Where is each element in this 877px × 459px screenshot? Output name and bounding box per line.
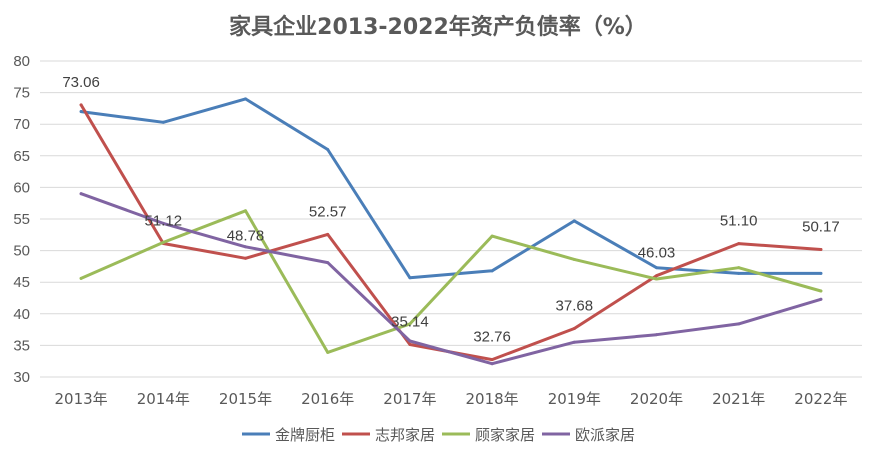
data-point — [819, 297, 823, 301]
legend-label: 顾家家居 — [475, 426, 535, 444]
data-point — [737, 266, 741, 270]
x-tick-label: 2013年 — [55, 390, 108, 408]
y-tick-label: 45 — [13, 274, 30, 291]
data-point — [572, 326, 576, 330]
x-tick-label: 2021年 — [712, 390, 765, 408]
data-point — [572, 257, 576, 261]
y-tick-label: 35 — [13, 337, 30, 354]
data-point — [490, 234, 494, 238]
data-label: 48.78 — [227, 227, 265, 244]
data-point — [326, 350, 330, 354]
y-tick-label: 80 — [13, 53, 30, 70]
data-label: 37.68 — [556, 297, 594, 314]
series-line-顾家家居 — [79, 209, 823, 354]
data-point — [819, 248, 823, 252]
y-tick-label: 50 — [13, 243, 30, 260]
data-point — [655, 274, 658, 278]
data-point — [408, 343, 412, 347]
data-point — [326, 147, 330, 151]
data-label: 52.57 — [309, 203, 347, 220]
y-tick-label: 65 — [13, 148, 30, 165]
data-point — [161, 240, 165, 244]
data-point — [244, 245, 247, 249]
data-labels: 73.06 51.12 48.78 52.57 35.14 32.76 37.68 46.03… — [62, 74, 839, 346]
data-label: 46.03 — [638, 245, 676, 262]
y-tick-label: 60 — [13, 179, 30, 196]
data-point — [655, 333, 658, 337]
data-point — [655, 277, 658, 281]
x-tick-label: 2018年 — [466, 390, 519, 408]
data-point — [737, 322, 741, 326]
x-tick-label: 2022年 — [794, 390, 847, 408]
x-tick-label: 2020年 — [630, 390, 683, 408]
data-point — [490, 362, 494, 366]
y-tick-label: 55 — [13, 211, 30, 228]
data-point — [490, 358, 494, 362]
x-tick-label: 2014年 — [137, 390, 190, 408]
chart-title: 家具企业2013-2022年资产负债率（%） — [229, 14, 647, 40]
data-point — [490, 269, 494, 273]
data-point — [408, 339, 412, 343]
series-line-欧派家居 — [79, 192, 823, 366]
data-point — [244, 256, 247, 260]
data-point — [326, 261, 330, 265]
data-point — [737, 271, 741, 275]
data-point — [326, 232, 330, 236]
data-point — [408, 322, 412, 326]
x-tick-label: 2019年 — [548, 390, 601, 408]
x-tick-label: 2016年 — [301, 390, 354, 408]
data-point — [161, 221, 165, 225]
data-point — [79, 276, 83, 280]
data-point — [819, 271, 823, 275]
data-point — [79, 192, 83, 196]
data-label: 32.76 — [473, 329, 511, 346]
y-axis-ticks: 30 35 40 45 50 55 60 65 70 75 80 — [13, 53, 30, 386]
x-axis-ticks: 2013年 2014年 2015年 2016年 2017年 2018年 2019年 2020年… — [55, 390, 848, 408]
y-tick-label: 40 — [13, 306, 30, 323]
series-lines — [79, 97, 823, 366]
data-point — [655, 266, 658, 270]
data-label: 35.14 — [391, 314, 429, 331]
legend-label: 志邦家居 — [375, 426, 435, 444]
data-point — [737, 242, 741, 246]
y-tick-label: 70 — [13, 116, 30, 133]
legend: 金牌厨柜 志邦家居 顾家家居 欧派家居 — [242, 426, 635, 444]
data-point — [572, 219, 576, 223]
data-label: 51.12 — [145, 213, 183, 230]
data-point — [408, 276, 412, 280]
legend-label: 欧派家居 — [575, 426, 635, 444]
data-point — [79, 110, 83, 114]
data-point — [572, 340, 576, 344]
data-label: 50.17 — [802, 219, 840, 236]
y-tick-label: 75 — [13, 85, 30, 102]
y-tick-label: 30 — [13, 369, 30, 386]
data-point — [244, 97, 247, 101]
data-point — [79, 103, 83, 107]
legend-label: 金牌厨柜 — [275, 426, 335, 444]
x-tick-label: 2015年 — [219, 390, 272, 408]
x-tick-label: 2017年 — [383, 390, 436, 408]
gridlines — [40, 60, 862, 378]
data-point — [161, 120, 165, 124]
data-label: 51.10 — [720, 213, 758, 230]
data-label: 73.06 — [62, 74, 100, 91]
data-point — [244, 209, 247, 213]
data-point — [819, 289, 823, 293]
series-line-金牌厨柜 — [79, 97, 823, 280]
